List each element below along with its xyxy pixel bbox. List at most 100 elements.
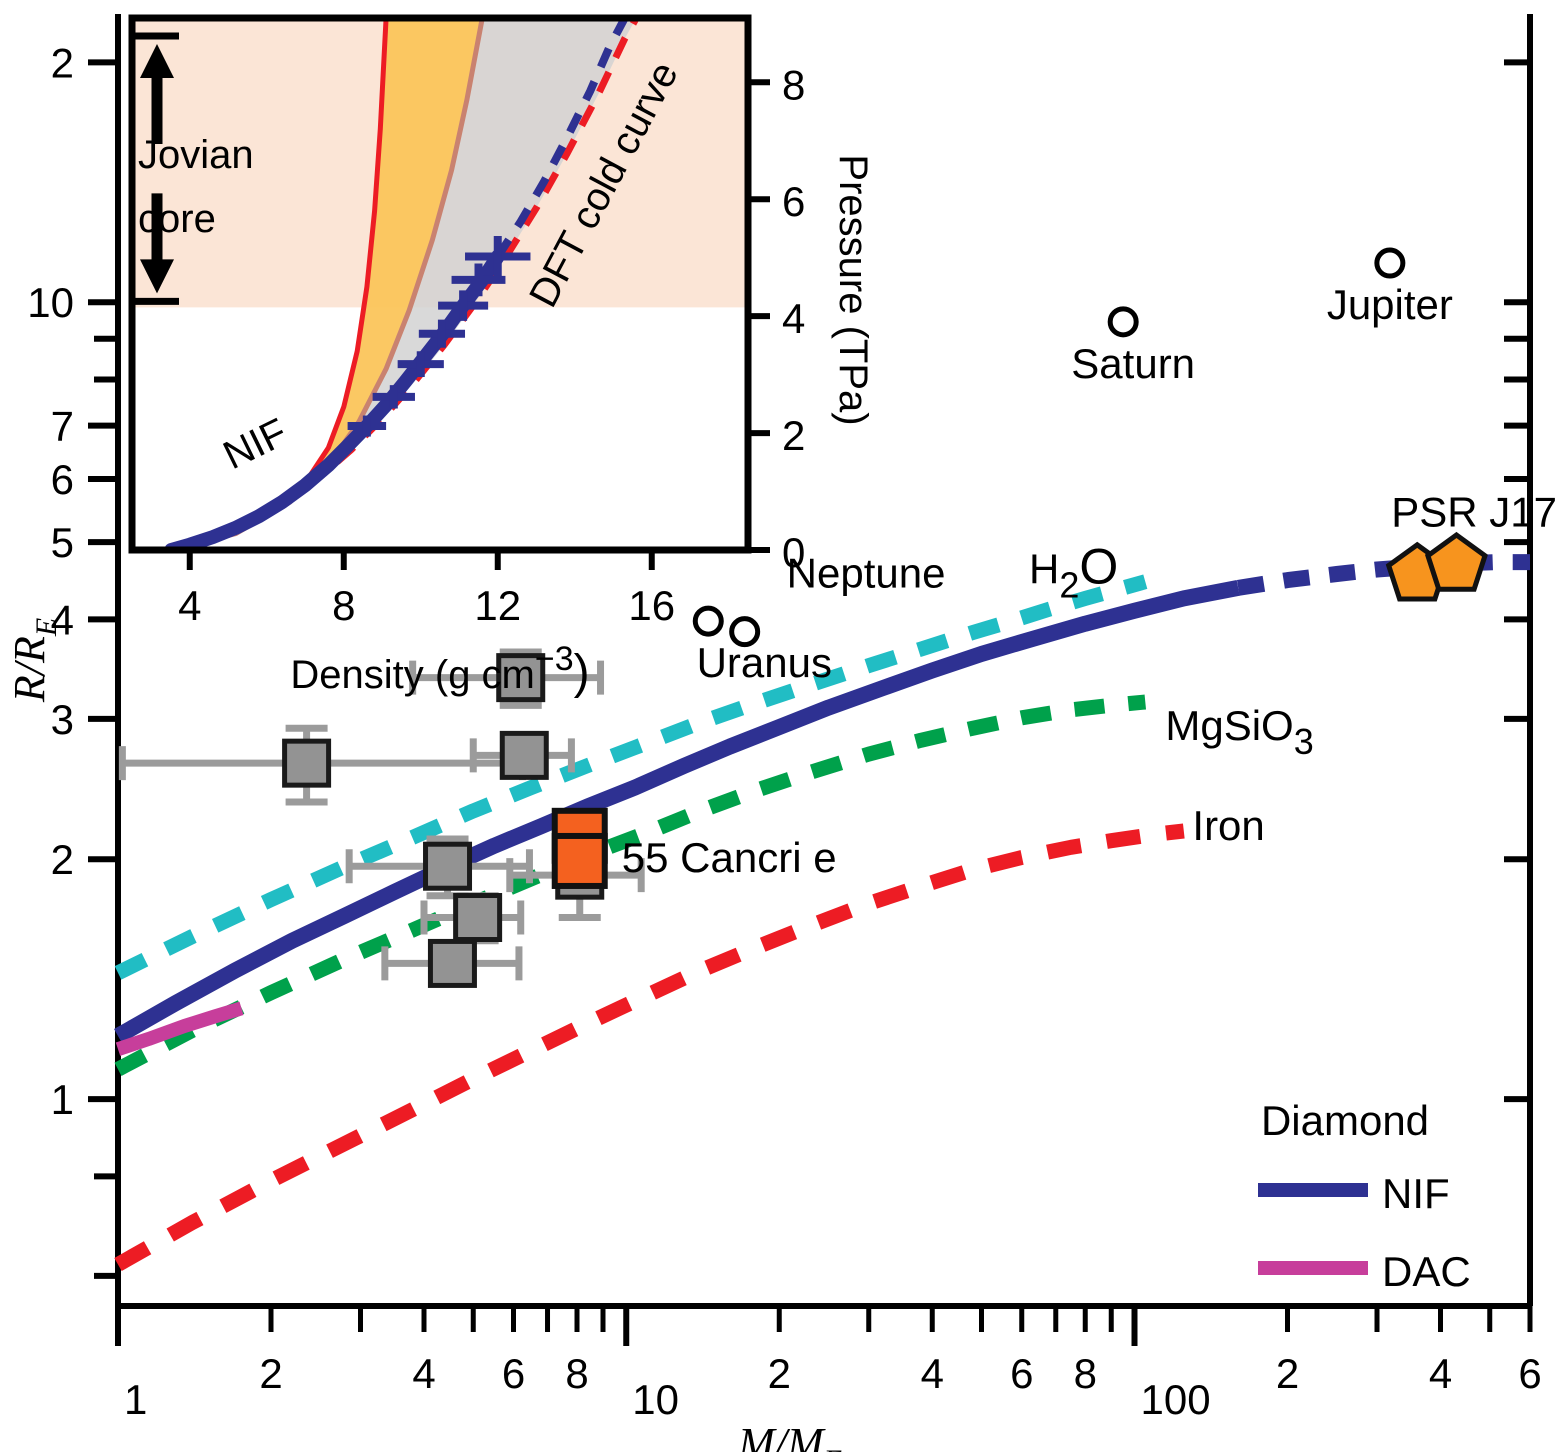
legend-entry-label: DAC	[1382, 1248, 1471, 1295]
inset-y-tick-label: 2	[782, 412, 805, 459]
legend-entry-label: NIF	[1382, 1170, 1450, 1217]
x-tick-label: 6	[1010, 1350, 1033, 1397]
exoplanet-point	[469, 730, 575, 780]
planet-circle	[1107, 306, 1139, 338]
x-axis-label-text: M/ME	[737, 1419, 842, 1452]
jovian-arrow-down-head	[140, 259, 174, 294]
y-tick-label: 4	[51, 596, 74, 643]
mgsio3-label-sub: 3	[1294, 721, 1314, 762]
x-axis-label-sub: E	[823, 1444, 842, 1452]
nif-error-cross	[438, 290, 489, 321]
x-tick-label: 2	[768, 1350, 791, 1397]
exoplanet-point	[345, 835, 533, 900]
mgsio3-curve	[114, 694, 1147, 1076]
inset-x-tick-label: 8	[332, 582, 355, 629]
legend-group: Diamond NIF DAC	[1258, 1097, 1471, 1295]
x-tick-label: 6	[1518, 1350, 1541, 1397]
y-axis-label-sub: E	[30, 618, 63, 637]
planet-circle	[692, 605, 724, 637]
inset-x-tick-label: 4	[178, 582, 201, 629]
planet-label: Uranus	[697, 639, 832, 686]
y-tick-label: 7	[51, 403, 74, 450]
y-tick-label: 5	[51, 519, 74, 566]
exoplanet-point	[420, 892, 525, 945]
exoplanet-square-marker	[282, 738, 332, 788]
exoplanet-point	[409, 648, 605, 709]
inset-x-tick-label: 16	[628, 582, 675, 629]
y-tick-label: 2	[51, 39, 74, 86]
inset-y-tick-label: 8	[782, 61, 805, 108]
inset-x-tick-label: 12	[474, 582, 521, 629]
planet-marker: Neptune	[729, 550, 946, 648]
x-tick-label: 1	[124, 1376, 147, 1423]
inset-y-tick-label: 6	[782, 178, 805, 225]
jovian-arrow-up-head	[140, 44, 174, 78]
nif-error-cross	[347, 415, 387, 437]
x-tick-label: 4	[921, 1350, 944, 1397]
cancri-square-marker	[551, 832, 608, 889]
exoplanet-square-marker	[499, 730, 549, 780]
x-tick-label: 10	[632, 1376, 679, 1423]
curve-labels-group: H2O MgSiO3 Iron	[1029, 538, 1314, 849]
planet-label: Saturn	[1071, 340, 1195, 387]
water-curve-label: H2O	[1029, 538, 1118, 605]
planet-marker: Uranus	[692, 605, 832, 686]
y-tick-label: 10	[27, 279, 74, 326]
mgsio3-curve-label: MgSiO3	[1165, 702, 1313, 762]
y-tick-label: 2	[51, 836, 74, 883]
y-tick-group: 1 2 3 4 5 6 7 10 2	[27, 39, 118, 1279]
diamond-nif-curve	[114, 580, 1240, 1043]
curves-group	[114, 554, 1530, 1272]
planet-label: Neptune	[787, 550, 946, 597]
exoplanet-point	[381, 938, 523, 988]
inset-y-tick-label: 4	[782, 295, 805, 342]
planet-marker: Saturn	[1071, 306, 1195, 387]
x-tick-label: 4	[412, 1350, 435, 1397]
planet-marker: Jupiter	[1327, 247, 1453, 328]
jovian-label-line2: core	[138, 197, 216, 241]
cancri-label: 55 Cancri e	[622, 834, 837, 881]
inset-gray-region	[171, 18, 637, 550]
inset-y-axis-label: Pressure (TPa)	[831, 154, 875, 425]
y-axis-label: R/RE	[5, 618, 63, 703]
y-axis-label-text: R/RE	[5, 618, 63, 703]
iron-curve	[114, 823, 1185, 1272]
x-tick-label: 8	[1074, 1350, 1097, 1397]
nif-error-cross	[418, 319, 466, 348]
planet-group: Jupiter Saturn Neptune Uranus	[692, 247, 1453, 686]
diamond-nif-dashed-curve	[1236, 554, 1530, 596]
iron-curve-label: Iron	[1192, 802, 1264, 849]
inset-y-tick-label: 0	[782, 529, 805, 576]
x-tick-label: 2	[259, 1350, 282, 1397]
psr-pentagon-marker	[1424, 531, 1488, 592]
jovian-label-line1: Jovian	[138, 133, 254, 177]
nif-error-bars-group	[347, 236, 531, 437]
diamond-dac-curve	[115, 1001, 244, 1056]
y-tick-label: 3	[51, 696, 74, 743]
inset-x-axis-label-end: )	[574, 646, 590, 699]
y-tick-label: 1	[51, 1076, 74, 1123]
x-tick-label: 8	[565, 1350, 588, 1397]
nif-error-cross	[372, 385, 415, 409]
exoplanet-square-marker	[496, 653, 546, 703]
exoplanet-square-marker	[453, 893, 503, 943]
y-tick-right-group	[1504, 59, 1530, 1103]
inset-orange-region	[171, 18, 483, 550]
exoplanet-square-marker	[423, 841, 473, 891]
y-tick-label: 6	[51, 456, 74, 503]
nif-error-cross	[397, 351, 444, 377]
water-label-end: O	[1079, 538, 1118, 594]
legend-title: Diamond	[1261, 1097, 1429, 1144]
water-label-sub: 2	[1059, 564, 1079, 605]
inset-x-tick-group: 4 8 12 16	[178, 550, 675, 629]
x-tick-label: 2	[1276, 1350, 1299, 1397]
planet-circle	[1374, 247, 1406, 279]
psr-label: PSR J17119-1438	[1391, 488, 1557, 535]
cancri-group: 55 Cancri e	[551, 807, 837, 889]
exoplanet-point	[118, 724, 527, 806]
